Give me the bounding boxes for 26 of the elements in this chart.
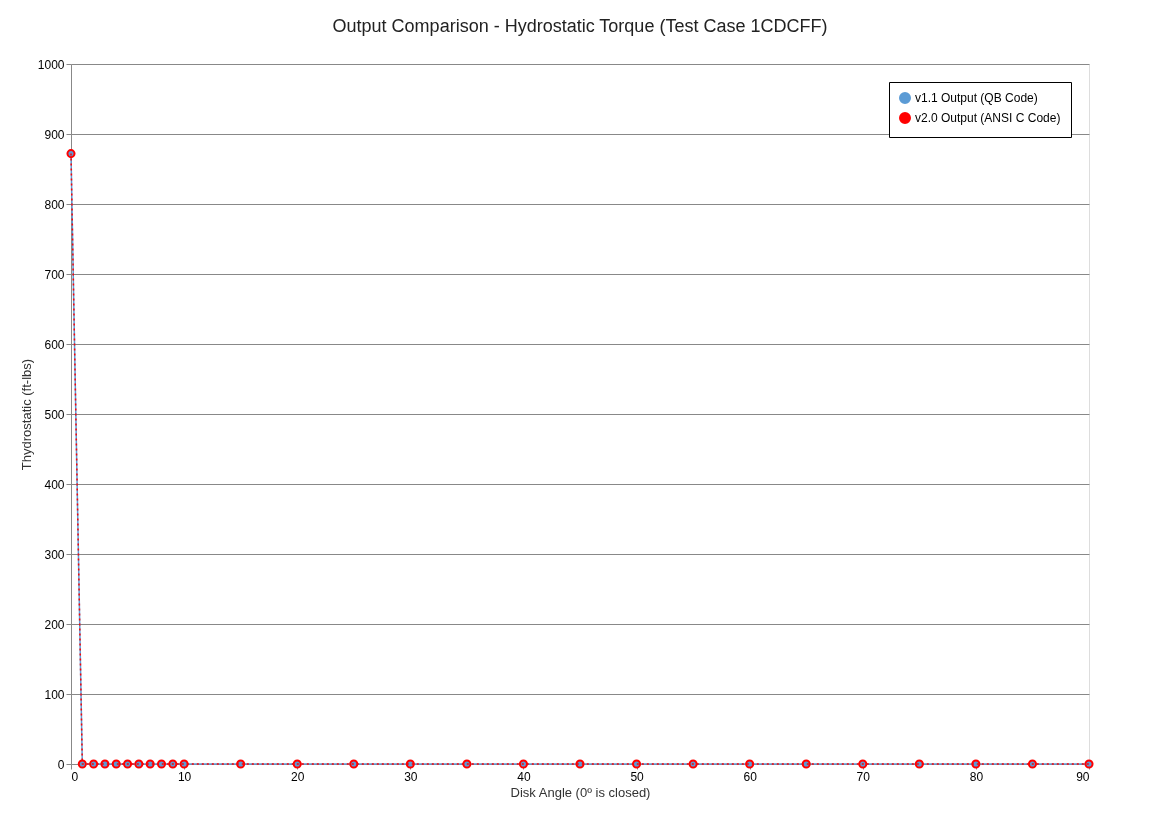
y-tick-label: 400 [44, 477, 65, 492]
y-tick-label: 0 [57, 757, 65, 772]
x-tick-label: 70 [856, 769, 871, 784]
x-tick-label: 0 [71, 769, 79, 784]
x-axis-title: Disk Angle (0º is closed) [510, 784, 651, 800]
y-axis-title: Thydrostatic (ft-lbs) [18, 358, 34, 471]
legend-label: v1.1 Output (QB Code) [915, 91, 1038, 105]
x-tick-label: 10 [177, 769, 192, 784]
y-tick-label: 900 [44, 127, 65, 142]
x-tick-label: 60 [743, 769, 758, 784]
y-tick-label: 100 [44, 687, 65, 702]
y-tick-label: 300 [44, 547, 65, 562]
chart-title: Output Comparison - Hydrostatic Torque (Test Case 1CDCFF) [332, 16, 828, 36]
x-tick-label: 80 [969, 769, 984, 784]
y-tick-label: 200 [44, 617, 65, 632]
x-tick-label: 90 [1076, 769, 1090, 784]
y-tick-label: 500 [44, 407, 65, 422]
x-tick-label: 30 [404, 769, 418, 784]
y-tick-label: 1000 [37, 57, 65, 72]
x-tick-label: 20 [291, 769, 305, 784]
x-tick-label: 40 [517, 769, 531, 784]
legend-label: v2.0 Output (ANSI C Code) [915, 111, 1061, 125]
y-tick-label: 600 [44, 337, 65, 352]
y-tick-label: 700 [44, 267, 65, 282]
y-tick-label: 800 [44, 197, 65, 212]
x-tick-label: 50 [630, 769, 645, 784]
